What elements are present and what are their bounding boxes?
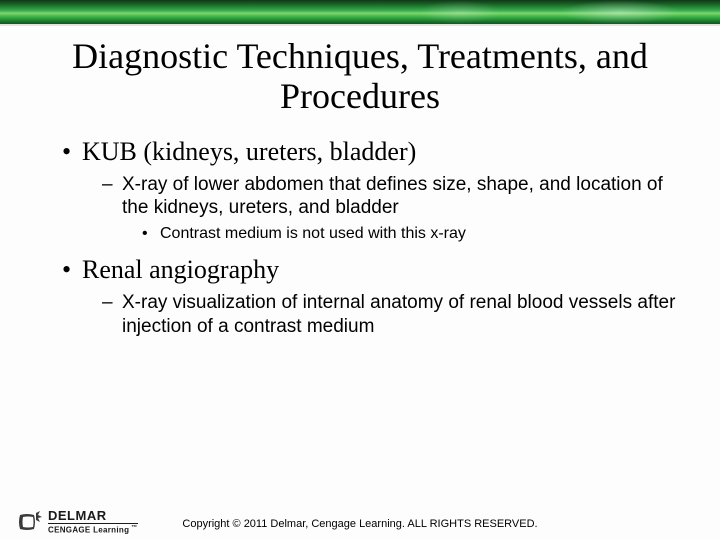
trademark-icon: ™	[131, 525, 137, 531]
bullet-dot-icon: •	[62, 137, 82, 167]
bullet-dash-icon: –	[102, 291, 122, 339]
copyright-text: Copyright © 2011 Delmar, Cengage Learnin…	[182, 518, 537, 530]
bullet-text: KUB (kidneys, ureters, bladder)	[82, 137, 680, 167]
bullet-text: Renal angiography	[82, 255, 680, 285]
bullet-text: Contrast medium is not used with this x-…	[160, 224, 680, 245]
bullet-level-1: • KUB (kidneys, ureters, bladder)	[62, 137, 680, 167]
bullet-text: X-ray visualization of internal anatomy …	[122, 291, 680, 339]
slide-title: Diagnostic Techniques, Treatments, and P…	[0, 26, 720, 117]
slide-footer: DELMAR CENGAGE Learning™ Copyright © 201…	[0, 504, 720, 540]
bullet-text: X-ray of lower abdomen that defines size…	[122, 173, 680, 221]
brand-name-bottom: CENGAGE Learning™	[48, 523, 138, 535]
bullet-level-3: • Contrast medium is not used with this …	[142, 224, 680, 245]
logo-mark-icon	[16, 509, 42, 535]
publisher-logo: DELMAR CENGAGE Learning™	[16, 509, 138, 535]
logo-text: DELMAR CENGAGE Learning™	[48, 509, 138, 535]
brand-name-top: DELMAR	[48, 509, 138, 522]
slide: Diagnostic Techniques, Treatments, and P…	[0, 0, 720, 540]
bullet-dash-icon: –	[102, 173, 122, 221]
slide-body: • KUB (kidneys, ureters, bladder) – X-ra…	[0, 117, 720, 339]
bullet-level-1: • Renal angiography	[62, 255, 680, 285]
brand-bottom-text: CENGAGE Learning	[48, 526, 129, 535]
bullet-level-2: – X-ray of lower abdomen that defines si…	[102, 173, 680, 221]
bullet-dot-icon: •	[62, 255, 82, 285]
bullet-level-2: – X-ray visualization of internal anatom…	[102, 291, 680, 339]
decorative-header-bar	[0, 0, 720, 24]
bullet-dot-icon: •	[142, 224, 160, 245]
